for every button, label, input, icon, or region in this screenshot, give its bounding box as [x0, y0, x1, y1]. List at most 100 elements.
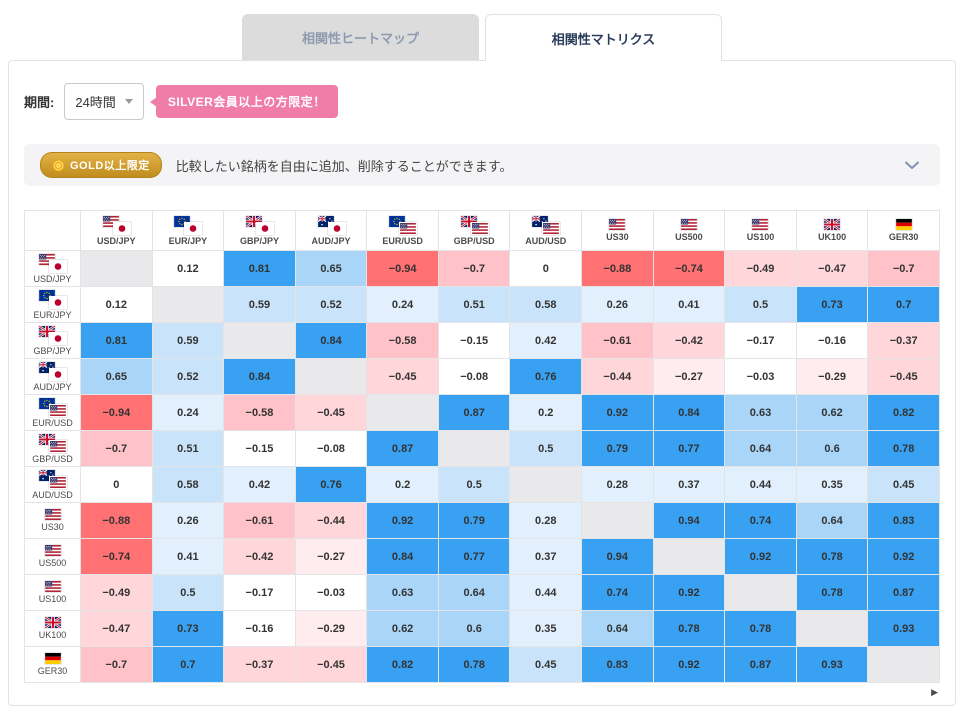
flag-us-icon — [752, 219, 769, 230]
column-header-eur-jpy: EUR/JPY — [151, 210, 225, 251]
matrix-row-gbp-jpy: GBP/JPY 0.81 0.59 0.84 −0.58 −0.15 0.42 −0.61 −0… — [24, 322, 940, 359]
flag-au-icon — [39, 469, 55, 481]
matrix-cell-eur-jpy-gbp-jpy: 0.59 — [223, 286, 296, 323]
symbol-label: GBP/USD — [32, 453, 73, 464]
flag-au-icon — [39, 361, 55, 373]
matrix-cell-us30-eur-jpy: 0.26 — [151, 502, 225, 539]
matrix-cell-gbp-jpy-aud-jpy: 0.84 — [294, 322, 368, 359]
pair-flags — [245, 215, 273, 234]
matrix-cell-us500-us30: 0.94 — [581, 538, 654, 575]
matrix-cell-uk100-eur-usd: 0.62 — [366, 610, 439, 647]
matrix-row-us500: US500 −0.74 0.41 −0.42 −0.27 0.84 0.77 0.37 0.94… — [24, 538, 940, 575]
matrix-cell-us30-eur-usd: 0.92 — [366, 502, 439, 539]
flag-jp-icon — [113, 222, 130, 234]
column-header-eur-usd: EUR/USD — [366, 210, 439, 251]
matrix-row-aud-jpy: AUD/JPY 0.65 0.52 0.84 −0.45 −0.08 0.76 −0.44 −0… — [24, 358, 940, 395]
matrix-cell-eur-usd-eur-jpy: 0.24 — [151, 394, 225, 431]
flag-us-icon — [680, 219, 697, 230]
flag-us-icon — [50, 440, 66, 452]
symbol-label: US500 — [675, 232, 703, 242]
silver-member-badge: SILVER会員以上の方限定！ — [155, 85, 338, 118]
scroll-right-arrow[interactable]: ▶ — [931, 687, 938, 697]
matrix-cell-us30-gbp-jpy: −0.61 — [223, 502, 296, 539]
matrix-cell-ger30-us500: 0.92 — [652, 646, 726, 683]
tab-correlation-heatmap[interactable]: 相関性ヒートマップ — [242, 14, 479, 60]
matrix-row-us100: US100 −0.49 0.5 −0.17 −0.03 0.63 0.64 0.44 0.74 0… — [24, 574, 940, 611]
matrix-cell-gbp-jpy-eur-usd: −0.58 — [366, 322, 439, 359]
symbol-header: US30 — [25, 509, 80, 532]
matrix-cell-aud-jpy-us30: −0.44 — [581, 358, 654, 395]
symbol-header: GBP/JPY — [224, 215, 295, 246]
symbol-header: US100 — [725, 219, 796, 242]
matrix-cell-ger30-aud-jpy: −0.45 — [294, 646, 368, 683]
matrix-cell-gbp-usd-uk100: 0.6 — [795, 430, 869, 467]
symbol-label: EUR/JPY — [168, 235, 208, 246]
matrix-cell-us500-ger30: 0.92 — [867, 538, 940, 575]
matrix-row-aud-usd: AUD/USD 0 0.58 0.42 0.76 0.2 0.5 0.28 0.37 0.44 0.… — [24, 466, 940, 503]
chevron-down-icon — [905, 161, 919, 169]
flag-jp-icon — [50, 296, 66, 308]
period-select-value: 24時間 — [75, 95, 116, 110]
flag-jp-icon — [50, 332, 66, 344]
symbol-header: EUR/USD — [25, 397, 80, 428]
matrix-cell-ger30-us30: 0.83 — [581, 646, 654, 683]
matrix-cell-gbp-jpy-ger30: −0.37 — [867, 322, 940, 359]
matrix-cell-eur-jpy-aud-usd: 0.58 — [509, 286, 583, 323]
column-header-gbp-jpy: GBP/JPY — [223, 210, 296, 251]
symbol-label: US100 — [746, 232, 775, 242]
flag-us-icon — [44, 509, 61, 520]
matrix-cell-uk100-uk100 — [795, 610, 869, 647]
notice-expand-button[interactable] — [900, 157, 924, 174]
matrix-cell-us100-us30: 0.74 — [581, 574, 654, 611]
flag-au-icon — [532, 215, 549, 227]
tab-bar: 相関性ヒートマップ 相関性マトリクス — [0, 0, 964, 61]
column-header-aud-usd: AUD/USD — [509, 210, 583, 251]
symbol-label: AUD/USD — [525, 235, 567, 246]
matrix-cell-ger30-usd-jpy: −0.7 — [80, 646, 153, 683]
correlation-matrix: USD/JPY EUR/JPY GBP/JPY AUD/JPY EUR/USD GBP/U… — [24, 210, 940, 698]
flag-eu-icon — [39, 289, 55, 301]
flag-jp-icon — [256, 222, 273, 234]
matrix-cell-aud-jpy-eur-jpy: 0.52 — [151, 358, 225, 395]
flag-eu-icon — [39, 397, 55, 409]
gold-notice-text: 比較したい銘柄を自由に追加、削除することができます。 — [175, 158, 513, 174]
matrix-cell-aud-usd-aud-usd — [509, 466, 583, 503]
matrix-cell-eur-usd-ger30: 0.82 — [867, 394, 940, 431]
matrix-cell-aud-usd-ger30: 0.45 — [867, 466, 940, 503]
row-header-us100: US100 — [24, 574, 81, 611]
matrix-cell-aud-usd-us100: 0.44 — [724, 466, 797, 503]
flag-us-icon — [44, 545, 61, 556]
matrix-cell-usd-jpy-us500: −0.74 — [652, 250, 726, 287]
matrix-cell-usd-jpy-gbp-jpy: 0.81 — [223, 250, 296, 287]
matrix-cell-eur-jpy-eur-jpy — [151, 286, 225, 323]
matrix-cell-us500-gbp-usd: 0.77 — [437, 538, 511, 575]
matrix-cell-eur-usd-us30: 0.92 — [581, 394, 654, 431]
tab-correlation-matrix[interactable]: 相関性マトリクス — [485, 14, 722, 61]
horizontal-scrollbar[interactable]: ▶ — [24, 683, 940, 698]
row-header-usd-jpy: USD/JPY — [24, 250, 81, 287]
flag-eu-icon — [174, 215, 191, 227]
symbol-header: US500 — [25, 545, 80, 568]
flag-jp-icon — [50, 368, 66, 380]
symbol-header: EUR/USD — [367, 215, 438, 246]
matrix-cell-eur-jpy-eur-usd: 0.24 — [366, 286, 439, 323]
matrix-corner-cell — [24, 210, 81, 251]
matrix-cell-ger30-us100: 0.87 — [724, 646, 797, 683]
symbol-header: UK100 — [797, 219, 868, 242]
period-select[interactable]: 24時間 — [64, 83, 144, 120]
flag-us-icon — [39, 253, 55, 265]
pair-flags — [317, 215, 345, 234]
flag-gb-icon — [245, 215, 262, 227]
chevron-down-icon — [124, 99, 133, 104]
matrix-cell-gbp-usd-us100: 0.64 — [724, 430, 797, 467]
flag-us-icon — [102, 215, 119, 227]
symbol-label: GER30 — [888, 232, 919, 242]
matrix-cell-aud-usd-gbp-jpy: 0.42 — [223, 466, 296, 503]
matrix-cell-gbp-usd-aud-jpy: −0.08 — [294, 430, 368, 467]
matrix-cell-us100-us100 — [724, 574, 797, 611]
matrix-cell-eur-jpy-usd-jpy: 0.12 — [80, 286, 153, 323]
pair-flags — [460, 215, 488, 234]
row-header-aud-jpy: AUD/JPY — [24, 358, 81, 395]
row-header-uk100: UK100 — [24, 610, 81, 647]
matrix-cell-us500-eur-jpy: 0.41 — [151, 538, 225, 575]
